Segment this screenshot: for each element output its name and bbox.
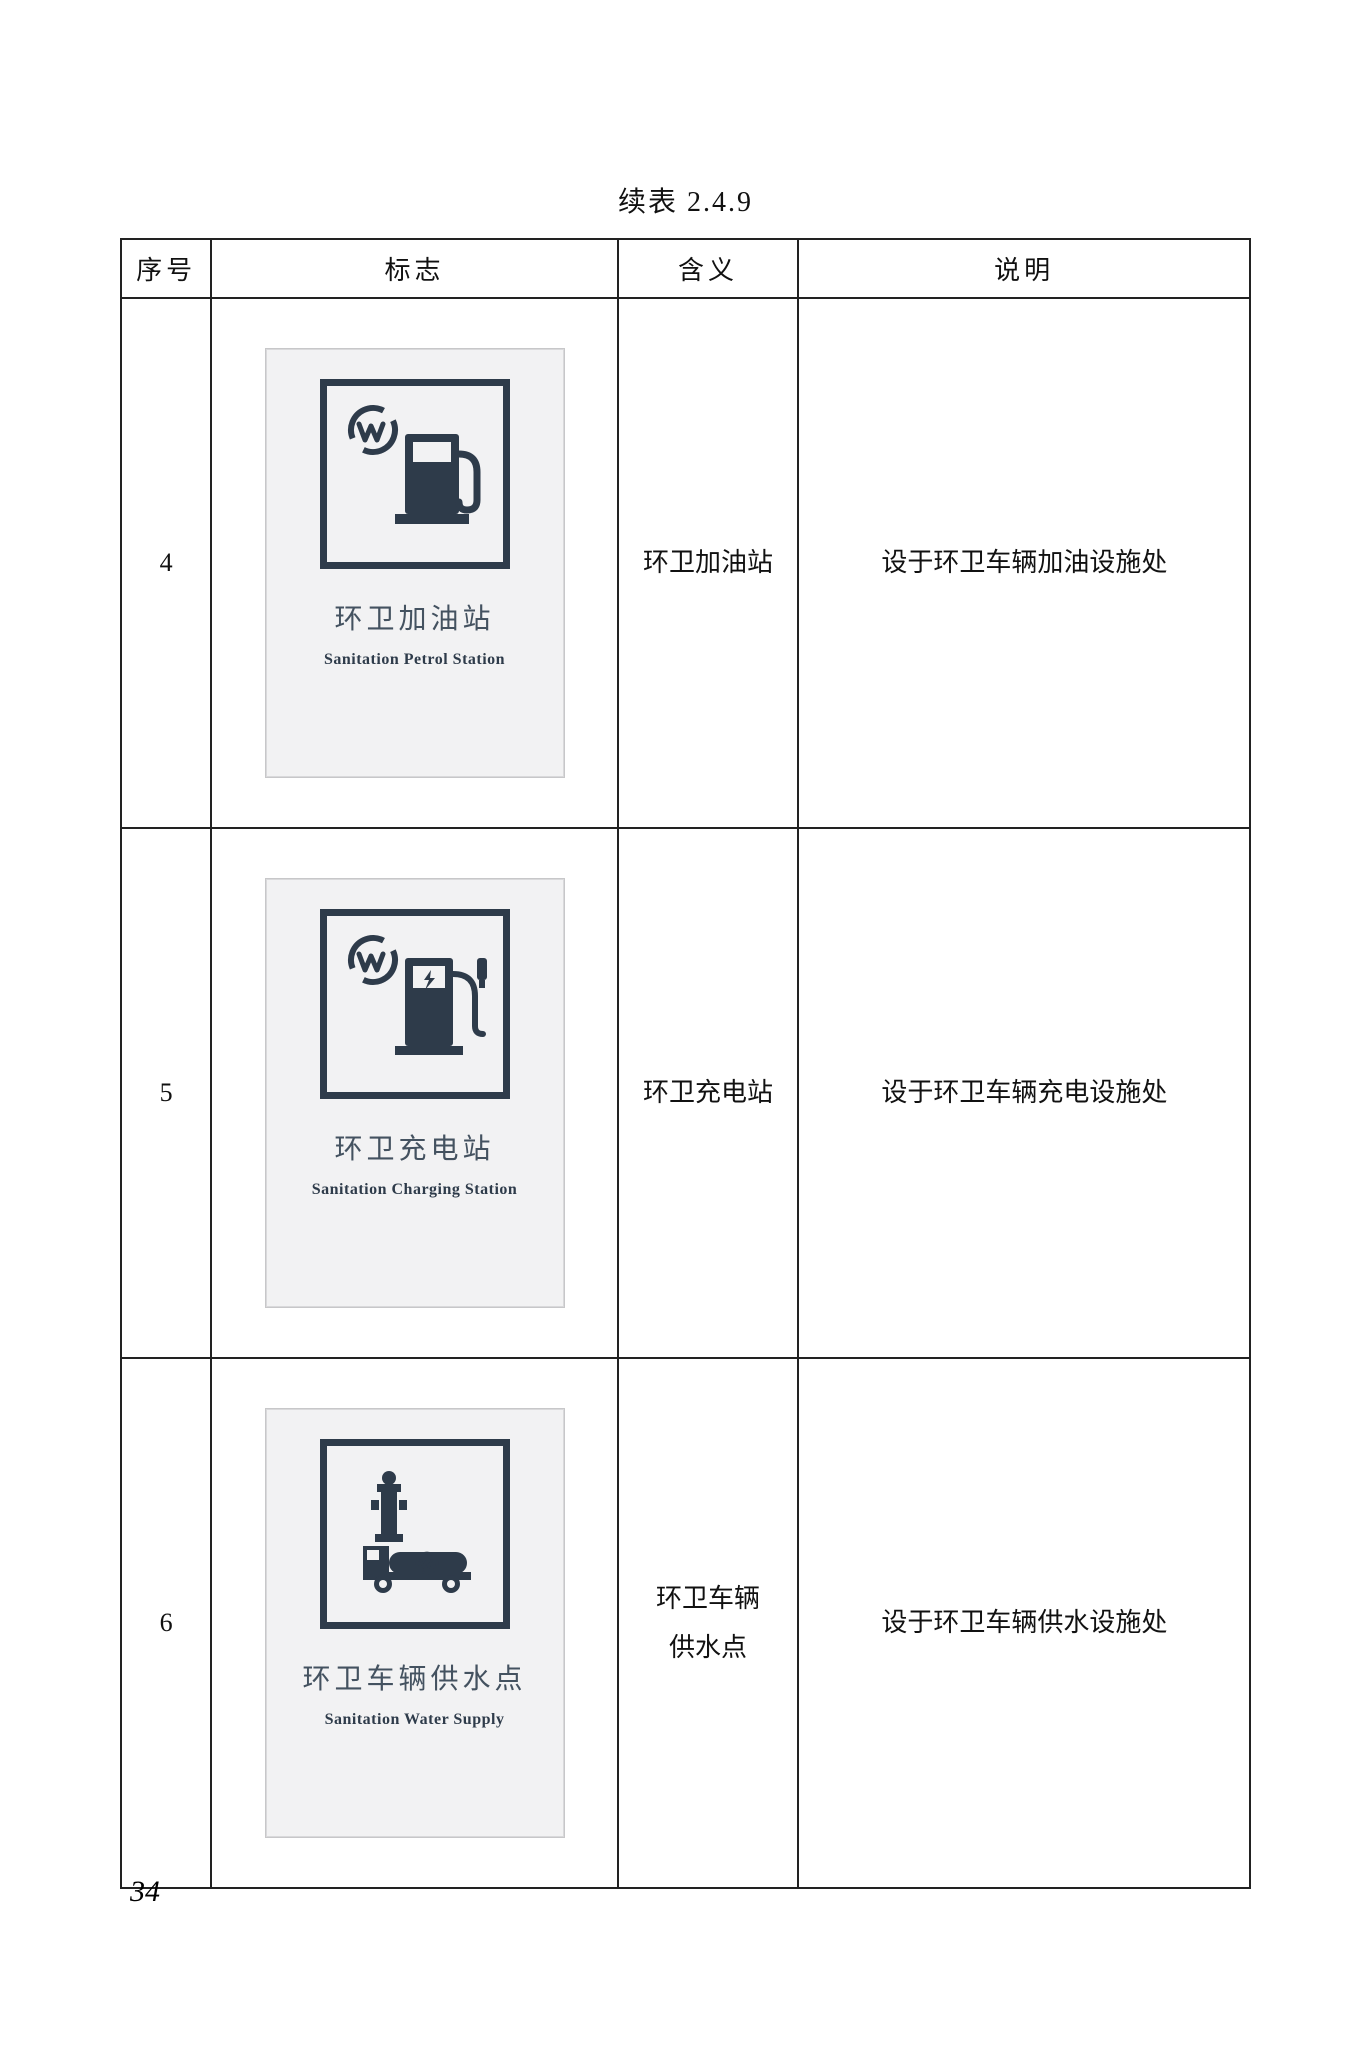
sign-label-en: Sanitation Petrol Station	[284, 651, 546, 669]
sign-icon-frame	[320, 379, 510, 569]
description-text: 设于环卫车辆供水设施处	[829, 1597, 1219, 1649]
sign-label-cn: 环卫车辆供水点	[284, 1657, 546, 1697]
sign-card: 环卫车辆供水点 Sanitation Water Supply	[265, 1408, 565, 1838]
charging-icon	[335, 924, 495, 1084]
signs-table: 序号 标志 含义 说明 4 环卫加油站 Sanitation Petrol Stat…	[120, 238, 1251, 1889]
header-mean: 含义	[618, 239, 799, 298]
table-caption: 续表 2.4.9	[120, 180, 1251, 220]
table-row: 4环卫加油站Sanitation Petrol Station环卫加油站设于环卫…	[121, 298, 1250, 828]
sign-icon-frame	[320, 909, 510, 1099]
sign-label-en: Sanitation Charging Station	[284, 1181, 546, 1199]
sign-icon-frame	[320, 1439, 510, 1629]
sign-label-cn: 环卫充电站	[284, 1127, 546, 1167]
meaning-cell: 环卫充电站	[618, 828, 799, 1358]
header-desc: 说明	[798, 239, 1250, 298]
sign-card: 环卫加油站 Sanitation Petrol Station	[265, 348, 565, 778]
description-cell: 设于环卫车辆充电设施处	[798, 828, 1250, 1358]
description-text: 设于环卫车辆加油设施处	[829, 537, 1219, 589]
meaning-cell: 环卫车辆供水点	[618, 1358, 799, 1888]
row-number: 5	[121, 828, 211, 1358]
sign-label-cn: 环卫加油站	[284, 597, 546, 637]
sign-cell: 环卫加油站 Sanitation Petrol Station	[211, 298, 617, 828]
water-icon	[335, 1454, 495, 1614]
description-cell: 设于环卫车辆加油设施处	[798, 298, 1250, 828]
row-number: 6	[121, 1358, 211, 1888]
table-row: 5环卫充电站Sanitation Charging Station环卫充电站设于…	[121, 828, 1250, 1358]
header-sign: 标志	[211, 239, 617, 298]
sign-card: 环卫充电站 Sanitation Charging Station	[265, 878, 565, 1308]
document-page: 续表 2.4.9 序号 标志 含义 说明 4 环卫加油站 Sanitation Pe…	[20, 40, 1351, 1949]
table-header-row: 序号 标志 含义 说明	[121, 239, 1250, 298]
page-number: 34	[130, 1875, 160, 1909]
petrol-icon	[335, 394, 495, 554]
table-body: 4环卫加油站Sanitation Petrol Station环卫加油站设于环卫…	[121, 298, 1250, 1888]
description-cell: 设于环卫车辆供水设施处	[798, 1358, 1250, 1888]
sign-label-en: Sanitation Water Supply	[284, 1711, 546, 1729]
row-number: 4	[121, 298, 211, 828]
sign-cell: 环卫车辆供水点 Sanitation Water Supply	[211, 1358, 617, 1888]
header-num: 序号	[121, 239, 211, 298]
meaning-cell: 环卫加油站	[618, 298, 799, 828]
description-text: 设于环卫车辆充电设施处	[829, 1067, 1219, 1119]
table-row: 6环卫车辆供水点Sanitation Water Supply环卫车辆供水点设于…	[121, 1358, 1250, 1888]
sign-cell: 环卫充电站 Sanitation Charging Station	[211, 828, 617, 1358]
